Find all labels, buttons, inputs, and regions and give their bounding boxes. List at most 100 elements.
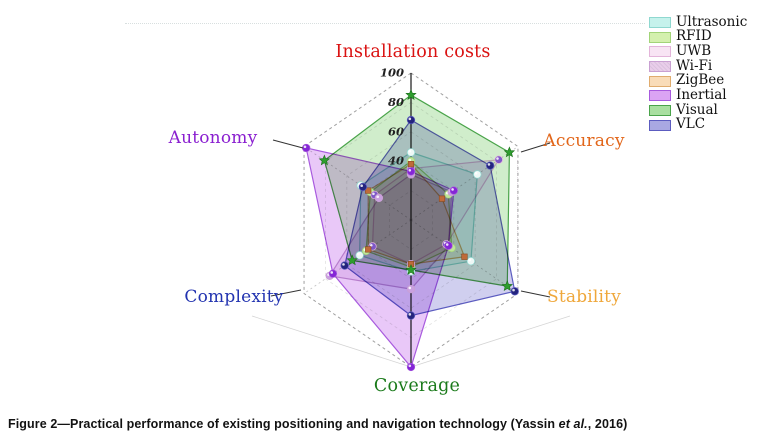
marker-highlight [408, 149, 412, 153]
label-connector-line [520, 142, 551, 153]
marker-circle-inertial [406, 362, 416, 372]
axis-label-coverage: Coverage [373, 376, 461, 396]
figure-caption: Figure 2—Practical performance of existi… [8, 417, 762, 431]
marker-circle-ultrasonic [466, 257, 476, 266]
marker-square-zigbee [365, 246, 372, 253]
legend-swatch-inertial [649, 90, 671, 102]
legend-item-rfid: RFID [649, 30, 747, 45]
marker-square-zigbee [438, 195, 446, 202]
caption-etal: et al. [558, 417, 588, 431]
marker-square-zigbee [407, 161, 415, 168]
marker-highlight [357, 252, 360, 256]
marker-highlight [468, 258, 471, 262]
legend-item-visual: Visual [649, 103, 747, 118]
marker-highlight [408, 364, 412, 368]
marker-highlight [369, 243, 373, 247]
marker-highlight [512, 288, 515, 292]
scan-artifact-line [517, 160, 518, 288]
marker-circle-vlc [406, 115, 416, 125]
legend: Ultrasonic RFID UWB Wi-Fi ZigBee Inertial Visu… [649, 15, 747, 133]
marker-circle-wi-fi [374, 193, 384, 203]
marker-star-visual [318, 154, 331, 166]
marker-circle-wi-fi [406, 284, 416, 294]
tick-label: 60 [388, 124, 404, 138]
legend-item-ultrasonic: Ultrasonic [649, 15, 747, 30]
tick-label: 40 [388, 154, 404, 168]
marker-highlight [303, 145, 307, 149]
marker-highlight [342, 263, 345, 266]
marker-circle-vlc [358, 182, 368, 192]
legend-swatch-vlc [649, 119, 671, 131]
marker-highlight [496, 157, 499, 160]
marker-highlight [376, 195, 380, 199]
legend-label: ZigBee [676, 72, 725, 89]
axis-label-accuracy: Accuracy [543, 131, 625, 151]
marker-circle-ultrasonic [406, 148, 416, 157]
marker-circle-inertial [449, 186, 458, 195]
marker-circle-vlc [406, 311, 416, 320]
legend-item-inertial: Inertial [649, 88, 747, 103]
marker-star-visual [503, 146, 516, 158]
scan-ghost-line [251, 315, 412, 368]
legend-label: RFID [676, 28, 712, 45]
marker-circle-inertial [328, 269, 338, 278]
label-connector-line [520, 290, 551, 298]
legend-swatch-uwb [649, 46, 671, 58]
scan-artifact-line [125, 23, 645, 24]
axis-label-stability: Stability [546, 287, 622, 307]
label-connector-line [270, 289, 302, 297]
legend-item-zigbee: ZigBee [649, 74, 747, 89]
legend-label: Visual [676, 101, 718, 118]
marker-star-visual [405, 89, 417, 100]
marker-circle-ultrasonic [473, 170, 482, 179]
marker-circle-inertial [406, 167, 416, 176]
marker-circle-vlc [510, 287, 519, 296]
marker-circle-uwb [494, 155, 503, 164]
marker-highlight [408, 117, 412, 121]
marker-highlight [474, 171, 478, 175]
marker-circle-vlc [340, 261, 349, 270]
axis-label-autonomy: Autonomy [168, 128, 258, 148]
legend-swatch-rfid [649, 31, 671, 43]
marker-highlight [445, 243, 449, 246]
marker-highlight [330, 271, 334, 274]
marker-square-zigbee [365, 187, 372, 194]
caption-year: , 2016) [587, 417, 628, 431]
label-connector-line [272, 139, 304, 149]
marker-highlight [360, 184, 363, 188]
radar-chart-canvas: 40 60 80 100 [251, 66, 571, 372]
tick-label: 100 [380, 66, 404, 80]
legend-label: Ultrasonic [676, 13, 748, 30]
marker-highlight [408, 313, 412, 316]
caption-text: Figure 2—Practical performance of existi… [8, 417, 559, 431]
legend-label: Inertial [676, 87, 727, 104]
tick-label: 80 [388, 95, 404, 109]
axis-label-installation-costs: Installation costs [335, 42, 491, 62]
marker-highlight [408, 286, 412, 290]
axis-label-complexity: Complexity [184, 287, 284, 307]
marker-circle-inertial [444, 241, 453, 250]
legend-swatch-visual [649, 104, 671, 116]
legend-item-vlc: VLC [649, 118, 747, 133]
marker-highlight [408, 168, 412, 172]
legend-label: VLC [676, 116, 706, 133]
marker-highlight [451, 188, 454, 191]
legend-item-wi-fi: Wi-Fi [649, 59, 747, 74]
marker-star-visual [501, 280, 513, 292]
scan-ghost-line [410, 315, 571, 368]
legend-label: Wi-Fi [676, 57, 713, 74]
marker-star-visual [405, 264, 417, 275]
marker-star-visual [346, 254, 358, 266]
marker-highlight [372, 192, 375, 196]
legend-label: UWB [676, 42, 712, 59]
legend-swatch-ultrasonic [649, 16, 671, 28]
marker-circle-vlc [485, 161, 495, 170]
legend-item-uwb: UWB [649, 44, 747, 59]
marker-square-zigbee [461, 253, 468, 260]
marker-highlight [487, 163, 491, 166]
legend-swatch-wi-fi [649, 60, 671, 72]
legend-swatch-zigbee [649, 75, 671, 87]
marker-highlight [408, 158, 412, 162]
marker-circle-inertial [302, 143, 311, 153]
